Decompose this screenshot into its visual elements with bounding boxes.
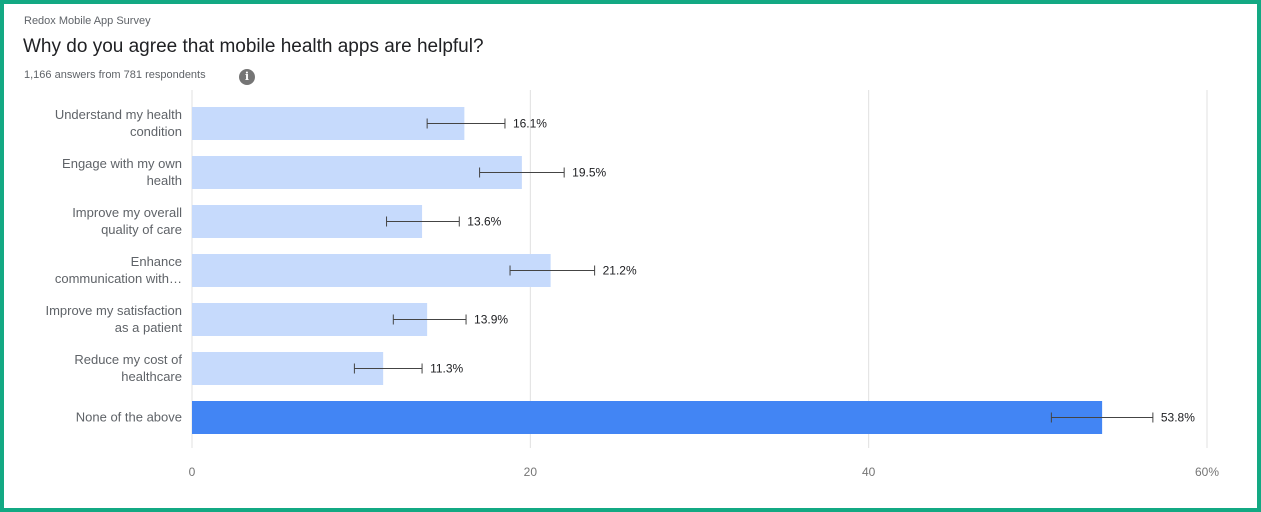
category-label: Reduce my cost of: [74, 352, 182, 367]
bar: [192, 254, 551, 287]
value-label: 13.6%: [467, 215, 501, 229]
category-label: healthcare: [121, 369, 182, 384]
x-tick-label: 0: [189, 465, 196, 479]
value-label: 21.2%: [603, 264, 637, 278]
category-label: Improve my satisfaction: [45, 303, 182, 318]
bar: [192, 107, 465, 140]
category-label: Engage with my own: [62, 156, 182, 171]
category-label: health: [147, 173, 182, 188]
x-tick-label: 60%: [1195, 465, 1219, 479]
info-icon[interactable]: i: [239, 69, 255, 85]
bar: [192, 352, 384, 385]
category-label: None of the above: [76, 410, 182, 425]
value-label: 11.3%: [430, 362, 463, 376]
survey-name: Redox Mobile App Survey: [24, 15, 151, 27]
bar: [192, 205, 423, 238]
bar: [192, 303, 428, 336]
response-count: 1,166 answers from 781 respondents: [24, 69, 206, 81]
value-label: 19.5%: [572, 166, 606, 180]
bar: [192, 156, 522, 189]
category-label: quality of care: [101, 222, 182, 237]
category-label: Improve my overall: [72, 205, 182, 220]
x-tick-label: 20: [524, 465, 538, 479]
value-label: 53.8%: [1161, 411, 1195, 425]
category-label: communication with…: [55, 271, 182, 286]
value-label: 13.9%: [474, 313, 508, 327]
x-tick-label: 40: [862, 465, 876, 479]
category-label: Enhance: [131, 254, 182, 269]
category-label: condition: [130, 124, 182, 139]
bar: [192, 401, 1103, 434]
value-label: 16.1%: [513, 117, 547, 131]
question-title: Why do you agree that mobile health apps…: [23, 36, 484, 57]
category-label: Understand my health: [55, 107, 182, 122]
category-label: as a patient: [115, 320, 183, 335]
